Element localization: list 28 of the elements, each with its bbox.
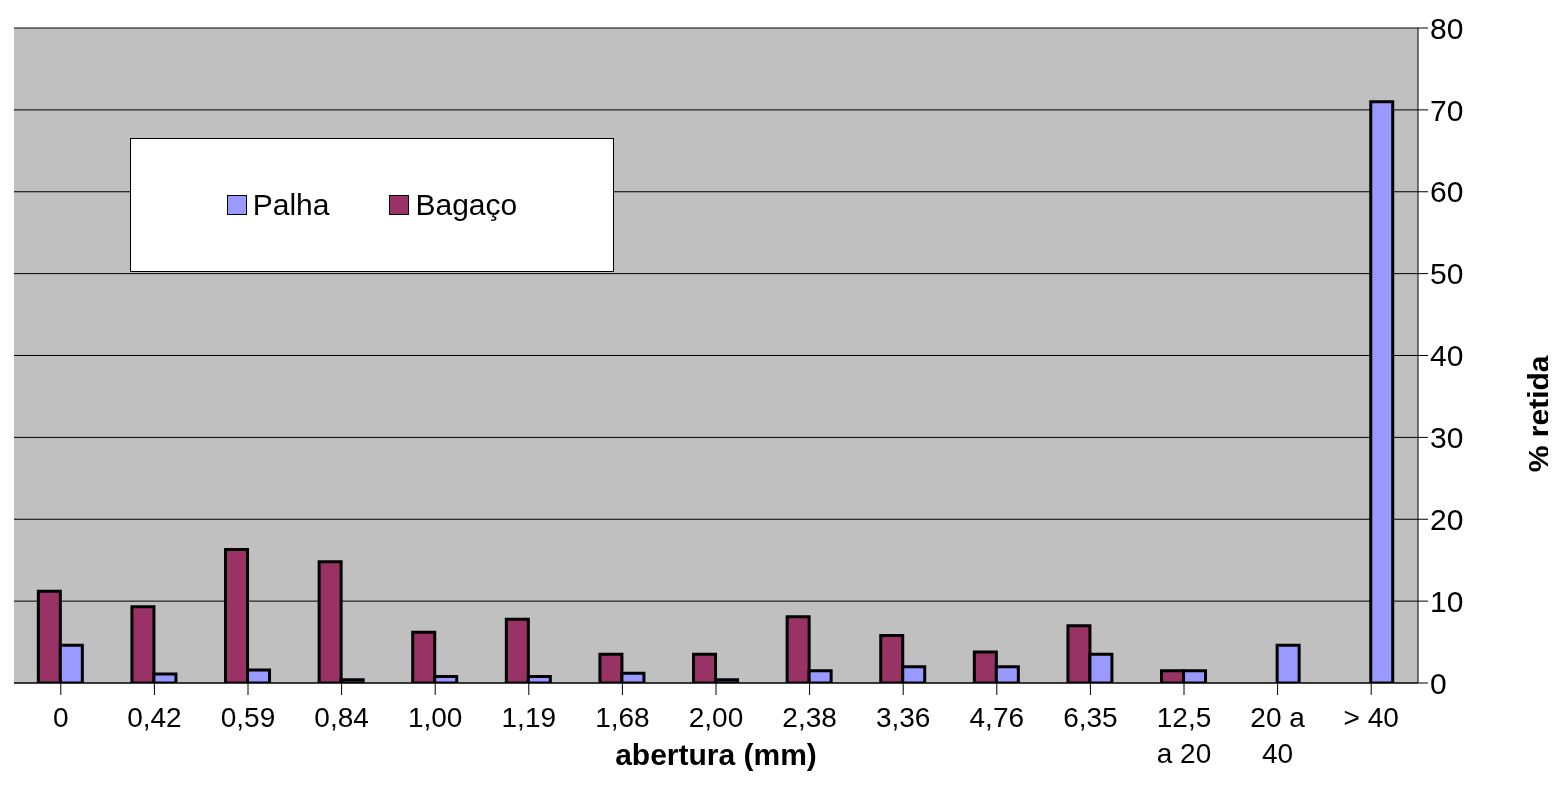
x-tick-label: 0,84 [314, 702, 369, 733]
x-tick-label: 0,59 [220, 702, 276, 733]
x-tick-label: 2,38 [782, 702, 837, 733]
x-tick-label: 0,42 [127, 702, 182, 733]
legend-label: Palha [251, 188, 330, 222]
x-tick-label: 0 [53, 702, 69, 733]
x-tick-label: 3,36 [875, 702, 931, 733]
x-tick-label: 6,35 [1063, 702, 1118, 733]
x-axis-title: abertura (mm) [615, 738, 817, 771]
x-tick-label: 2,00 [688, 702, 744, 733]
y-tick-label: 20 [1430, 502, 1464, 536]
x-tick-label: 1,00 [407, 702, 463, 733]
x-tick-label: 1,68 [595, 702, 650, 733]
legend-label: Bagaço [414, 188, 518, 222]
y-axis-title: % retida [1521, 355, 1555, 473]
x-tick-label: 20 a 40 [1250, 702, 1306, 769]
y-tick-label: 60 [1430, 175, 1464, 209]
x-tick-label: 4,76 [969, 702, 1025, 733]
y-tick-label: 80 [1430, 11, 1464, 45]
y-tick-label: 0 [1430, 666, 1447, 700]
y-tick-label: 10 [1430, 584, 1464, 618]
x-tick-label: 1,19 [501, 702, 557, 733]
x-tick-label: 12,5 a 20 [1156, 702, 1212, 769]
y-tick-label: 50 [1430, 257, 1464, 291]
y-tick-label: 40 [1430, 339, 1464, 373]
y-tick-label: 70 [1430, 93, 1464, 127]
x-tick-label: > 40 [1343, 702, 1399, 733]
y-tick-label: 30 [1430, 421, 1464, 455]
